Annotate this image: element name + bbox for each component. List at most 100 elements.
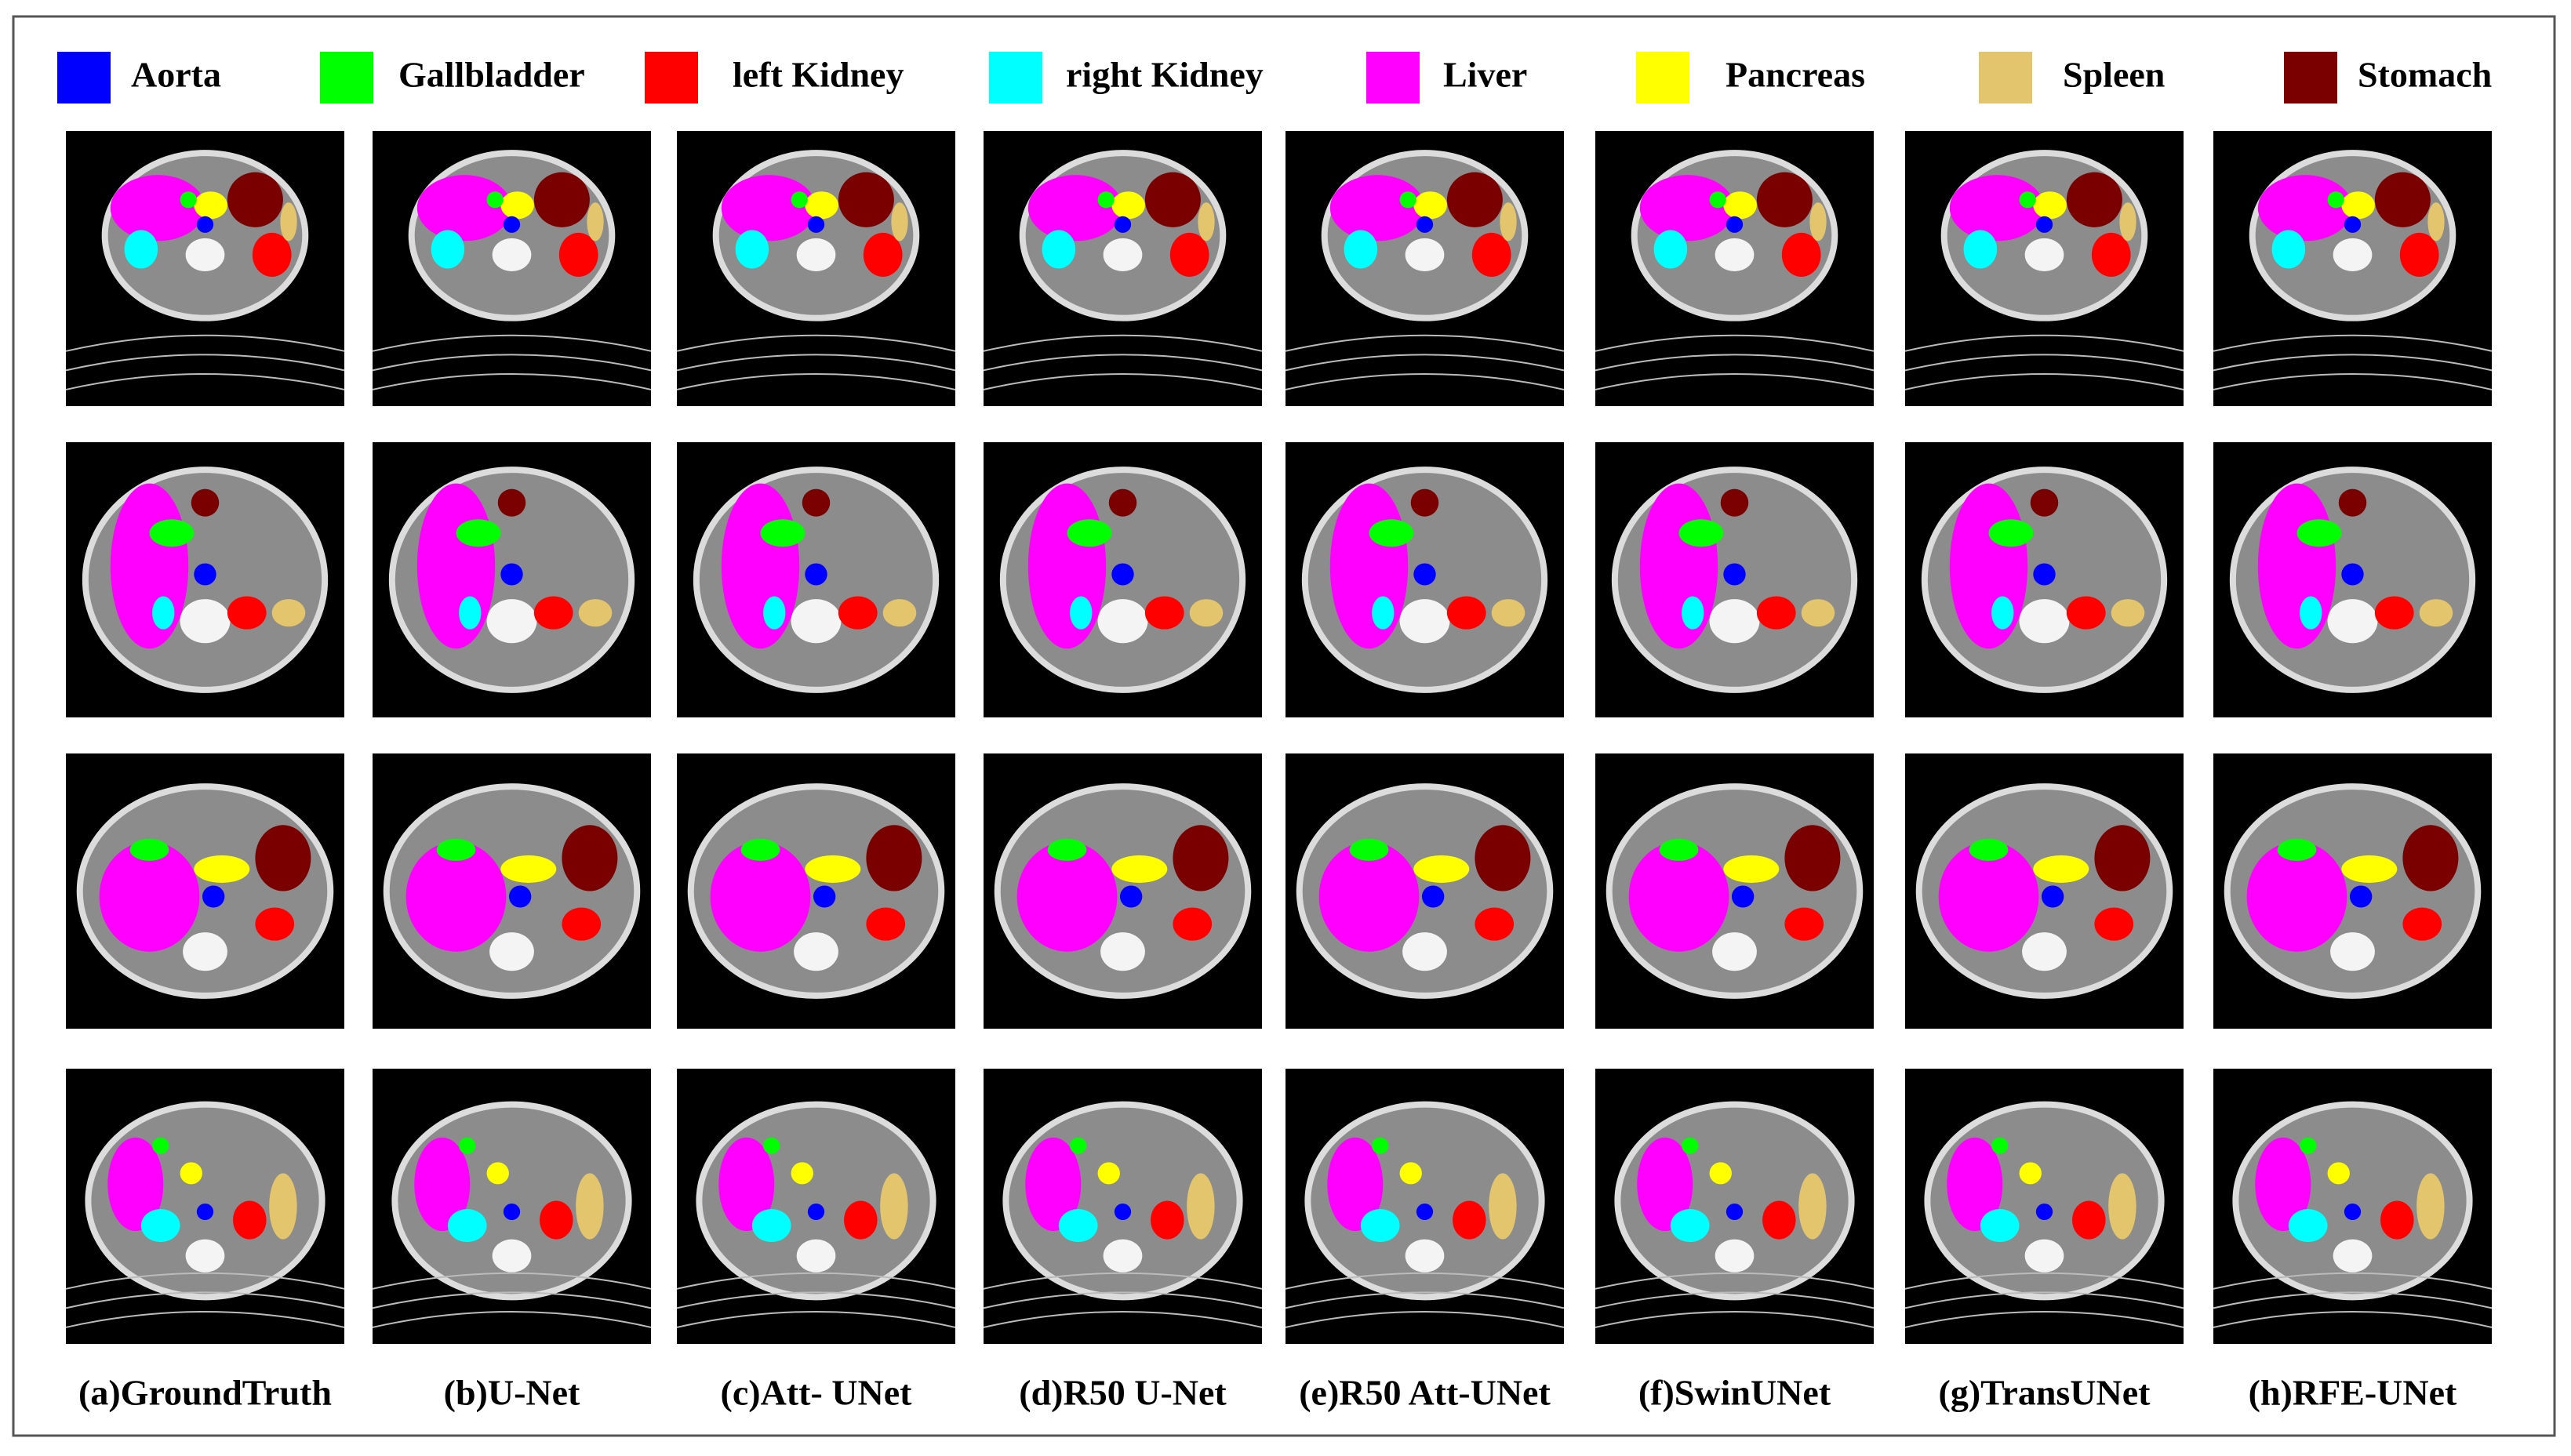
ct-table-arc (1595, 354, 1875, 372)
ct-spine (1715, 1239, 1755, 1273)
ct-table-arc (676, 354, 956, 372)
organ-mask (508, 885, 532, 908)
organ-mask (2033, 191, 2067, 220)
organ-mask (763, 596, 786, 630)
organ-mask (807, 1203, 825, 1221)
organ-mask (2111, 599, 2145, 627)
ct-table-arc (2213, 372, 2493, 390)
organ-mask (805, 563, 827, 586)
organ-mask (2019, 191, 2036, 209)
organ-mask (414, 1137, 471, 1232)
organ-mask (838, 596, 878, 630)
organ-mask (2277, 838, 2317, 861)
organ-mask (1784, 825, 1841, 891)
organ-mask (1963, 230, 1998, 269)
organ-mask (2380, 1200, 2414, 1240)
ct-image (1904, 1069, 2184, 1344)
organ-mask (805, 855, 861, 883)
organ-mask (2341, 563, 2364, 586)
ct-table-arc (676, 372, 956, 390)
organ-mask (587, 202, 604, 241)
organ-mask (1318, 841, 1420, 952)
ct-image (1904, 131, 2184, 406)
column-caption: (b)U-Net (444, 1373, 580, 1413)
ct-spine (1100, 932, 1145, 971)
ct-spine (1103, 1239, 1143, 1273)
legend-label: right Kidney (1066, 55, 1264, 95)
organ-mask (1151, 1200, 1184, 1240)
organ-mask (1798, 1173, 1827, 1240)
organ-mask (1111, 191, 1145, 220)
organ-mask (196, 1203, 214, 1221)
organ-mask (791, 1162, 813, 1185)
legend-label: Spleen (2063, 55, 2165, 95)
organ-mask (1058, 1209, 1098, 1243)
ct-table-arc (372, 1310, 652, 1328)
organ-mask (891, 202, 908, 241)
ct-image (2213, 1069, 2493, 1344)
organ-mask (1042, 230, 1076, 269)
ct-spine (486, 599, 537, 644)
organ-mask (500, 191, 534, 220)
legend-swatch (2284, 52, 2337, 103)
ct-table-arc (676, 1310, 956, 1328)
ct-table-arc (1904, 372, 2184, 390)
ct-spine (1097, 599, 1148, 644)
organ-mask (1114, 1203, 1132, 1221)
organ-mask (1938, 841, 2039, 952)
organ-mask (271, 599, 306, 627)
organ-mask (1446, 596, 1486, 630)
organ-mask (416, 483, 496, 649)
ct-spine (180, 599, 231, 644)
organ-mask (486, 1162, 509, 1185)
organ-mask (805, 191, 838, 220)
organ-mask (1809, 202, 1827, 241)
column-caption: (f)SwinUNet (1638, 1373, 1831, 1413)
organ-mask (110, 483, 189, 649)
ct-table-arc (2213, 354, 2493, 372)
ct-image (372, 1069, 652, 1344)
ct-table-arc (372, 334, 652, 352)
ct-spine (492, 1239, 532, 1273)
organ-mask (844, 1200, 878, 1240)
organ-mask (1720, 488, 1749, 517)
organ-mask (2108, 1173, 2136, 1240)
organ-mask (735, 230, 769, 269)
ct-spine (2022, 932, 2067, 971)
ct-spine (2024, 1239, 2064, 1273)
organ-mask (1399, 1162, 1422, 1185)
organ-mask (1670, 1209, 1710, 1243)
legend-label: Stomach (2358, 55, 2492, 95)
ct-spine (492, 238, 532, 272)
ct-table-arc (2213, 1291, 2493, 1309)
organ-mask (180, 191, 197, 209)
organ-mask (1471, 232, 1511, 278)
organ-mask (2399, 232, 2439, 278)
organ-mask (405, 841, 507, 952)
organ-mask (1111, 563, 1134, 586)
ct-spine (1709, 599, 1760, 644)
ct-table-arc (1595, 1272, 1875, 1290)
ct-table-arc (65, 354, 345, 372)
organ-mask (280, 202, 297, 241)
organ-mask (576, 1173, 604, 1240)
organ-mask (2341, 191, 2375, 220)
organ-mask (2066, 172, 2122, 227)
ct-image (677, 442, 955, 717)
organ-mask (540, 1200, 573, 1240)
ct-spine (796, 1239, 836, 1273)
organ-mask (1173, 907, 1213, 941)
organ-mask (2033, 563, 2056, 586)
organ-mask (1097, 1162, 1120, 1185)
column-caption: (c)Att- UNet (721, 1373, 913, 1413)
ct-table-arc (65, 1310, 345, 1328)
ct-table-arc (1595, 372, 1875, 390)
organ-mask (562, 825, 618, 891)
organ-mask (1980, 1209, 2020, 1243)
organ-mask (751, 1209, 791, 1243)
ct-spine (1399, 599, 1450, 644)
organ-mask (1047, 838, 1087, 861)
organ-mask (1726, 1203, 1744, 1221)
organ-mask (194, 563, 216, 586)
ct-table-arc (676, 1272, 956, 1290)
